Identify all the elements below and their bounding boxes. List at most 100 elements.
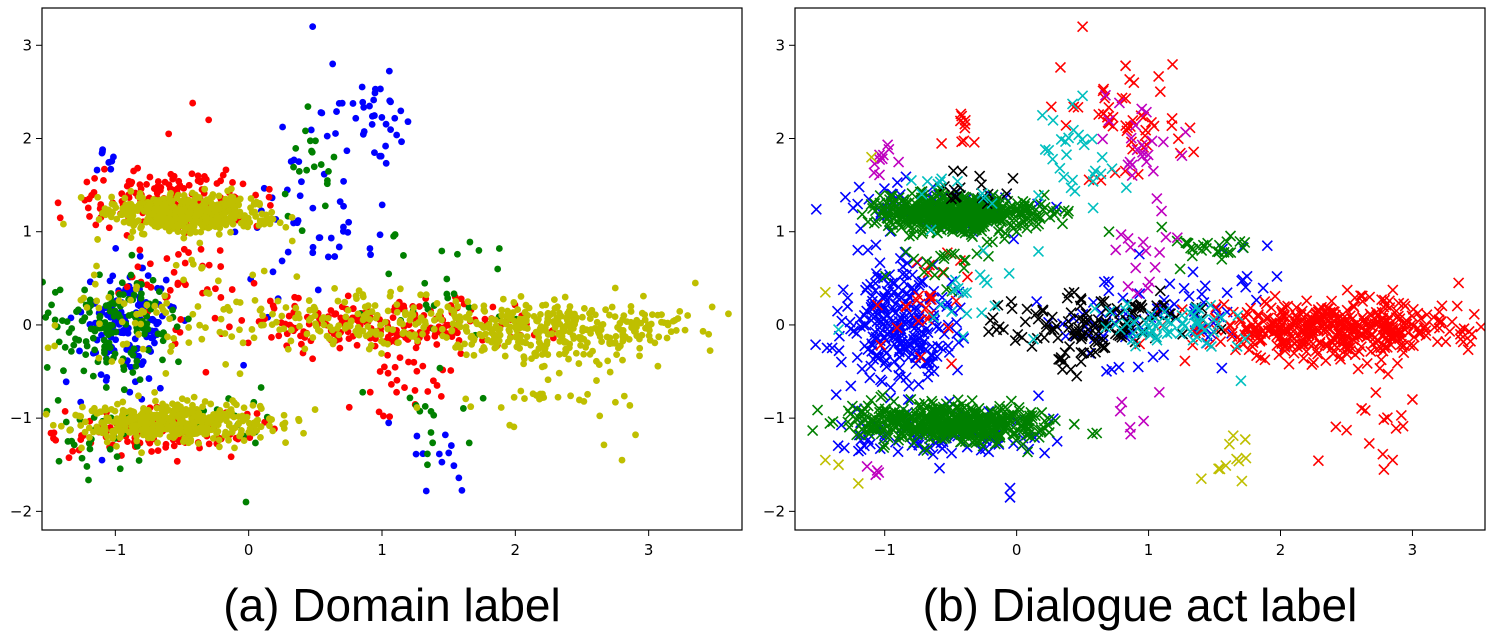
data-point [498,306,506,314]
data-point [959,227,971,239]
data-point [934,322,946,334]
data-point [167,219,175,227]
data-point [301,345,309,353]
data-point [294,217,302,224]
data-point [146,173,154,181]
data-point [1253,320,1265,332]
data-point [522,301,530,309]
data-point [1212,318,1224,330]
data-point [858,440,870,452]
data-point [899,422,911,434]
data-point [896,285,908,297]
data-point [378,114,386,121]
data-point [309,23,317,31]
data-point [457,295,465,303]
data-point [347,317,355,325]
data-point [1004,414,1016,426]
data-point [853,429,865,441]
data-point [837,284,849,296]
data-point [912,214,924,226]
data-point [1298,334,1310,346]
data-point [240,361,247,369]
data-point [1008,233,1020,245]
data-point [43,364,51,371]
data-point [970,407,982,419]
data-point [118,329,126,336]
data-point [478,332,486,340]
data-point [884,190,896,202]
data-point [131,319,139,327]
data-point [455,474,463,482]
data-point [936,137,948,149]
data-point [725,310,732,318]
data-point [1183,290,1195,302]
data-point [1150,331,1163,343]
data-point [156,430,164,438]
data-point [900,269,912,281]
data-point [181,259,189,267]
data-point [1231,340,1243,352]
data-point [1347,324,1359,336]
data-point [325,167,332,175]
data-point [106,321,114,329]
data-point [343,147,351,155]
data-point [51,321,59,329]
data-point [1072,101,1084,113]
data-point [1064,340,1076,353]
data-point [929,269,941,281]
data-point [90,271,98,279]
data-point [329,60,337,68]
data-point [959,213,971,225]
data-point [923,429,936,441]
data-point [385,270,393,278]
series-green [42,103,520,506]
data-point [627,302,635,310]
data-point [323,332,331,340]
data-point [461,340,468,348]
data-point [405,358,412,366]
data-point [199,424,207,432]
data-point [227,453,235,461]
data-point [309,355,317,363]
data-point [851,351,863,363]
data-point [1218,299,1230,311]
data-point [101,349,108,357]
data-point [914,277,926,289]
data-point [212,285,219,293]
data-point [845,323,857,335]
data-point [1440,336,1452,348]
data-point [492,322,500,330]
data-point [164,333,171,341]
data-point [465,310,473,318]
data-point [1378,463,1390,476]
data-point [51,316,59,324]
data-point [346,322,354,330]
data-point [613,351,621,359]
data-point [535,345,543,352]
data-point [1010,434,1022,446]
data-point [64,438,72,445]
data-point [151,388,158,396]
data-point [1276,318,1288,330]
data-point [669,317,677,325]
data-point [873,202,885,214]
data-point [865,394,877,407]
data-point [544,309,552,317]
data-point [424,450,431,458]
data-point [205,440,213,448]
data-point [422,487,430,495]
data-point [78,317,86,325]
data-point [85,476,92,484]
data-point [284,248,292,256]
data-point [920,302,932,314]
data-point [910,321,922,333]
data-point [303,166,311,174]
data-point [490,332,498,340]
data-point [367,341,375,349]
data-point [1296,305,1308,317]
data-point [942,340,954,352]
data-point [1021,303,1033,315]
data-point [70,341,78,349]
data-point [127,296,135,304]
data-point [214,277,222,285]
